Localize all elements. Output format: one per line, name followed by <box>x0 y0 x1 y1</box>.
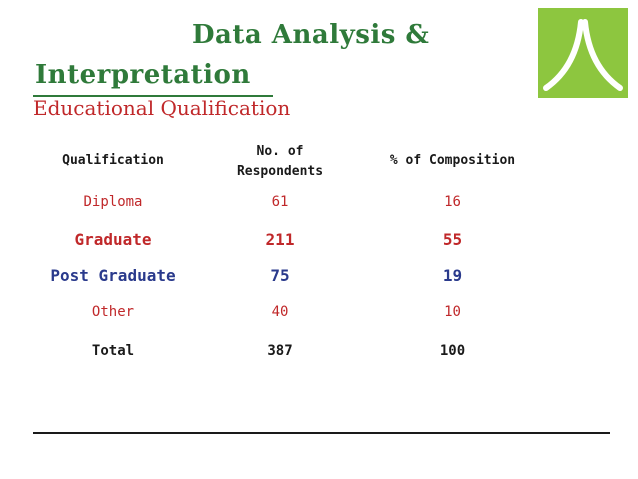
row-graduate-qualification: Graduate <box>74 230 152 249</box>
row-diploma-qualification: Diploma <box>83 194 143 210</box>
slide-subtitle: Educational Qualification <box>33 96 291 120</box>
row-postgrad-qualification: Post Graduate <box>50 266 176 285</box>
row-other-qualification: Other <box>91 304 135 320</box>
header-qualification: Qualification <box>62 153 164 168</box>
row-diploma-composition: 16 <box>444 194 461 210</box>
slide-title-line1: Data Analysis & <box>192 20 430 50</box>
header-composition: % of Composition <box>389 153 516 168</box>
row-graduate-respondents: 211 <box>265 230 295 249</box>
arch-logo-icon <box>538 8 628 98</box>
row-postgrad-composition: 19 <box>442 266 463 285</box>
row-other-respondents: 40 <box>271 304 289 320</box>
row-graduate-composition: 55 <box>442 230 463 249</box>
title-underline <box>33 95 273 97</box>
header-respondents-line2: Respondents <box>236 164 324 179</box>
row-total-composition: 100 <box>439 343 466 359</box>
row-total-respondents: 387 <box>267 343 293 359</box>
row-diploma-respondents: 61 <box>271 194 289 210</box>
header-respondents-line1: No. of <box>256 144 304 159</box>
row-postgrad-respondents: 75 <box>270 266 290 285</box>
slide-title-line2: Interpretation <box>35 60 251 90</box>
row-other-composition: 10 <box>444 304 461 320</box>
footer-divider <box>33 432 610 434</box>
row-total-label: Total <box>91 343 135 359</box>
